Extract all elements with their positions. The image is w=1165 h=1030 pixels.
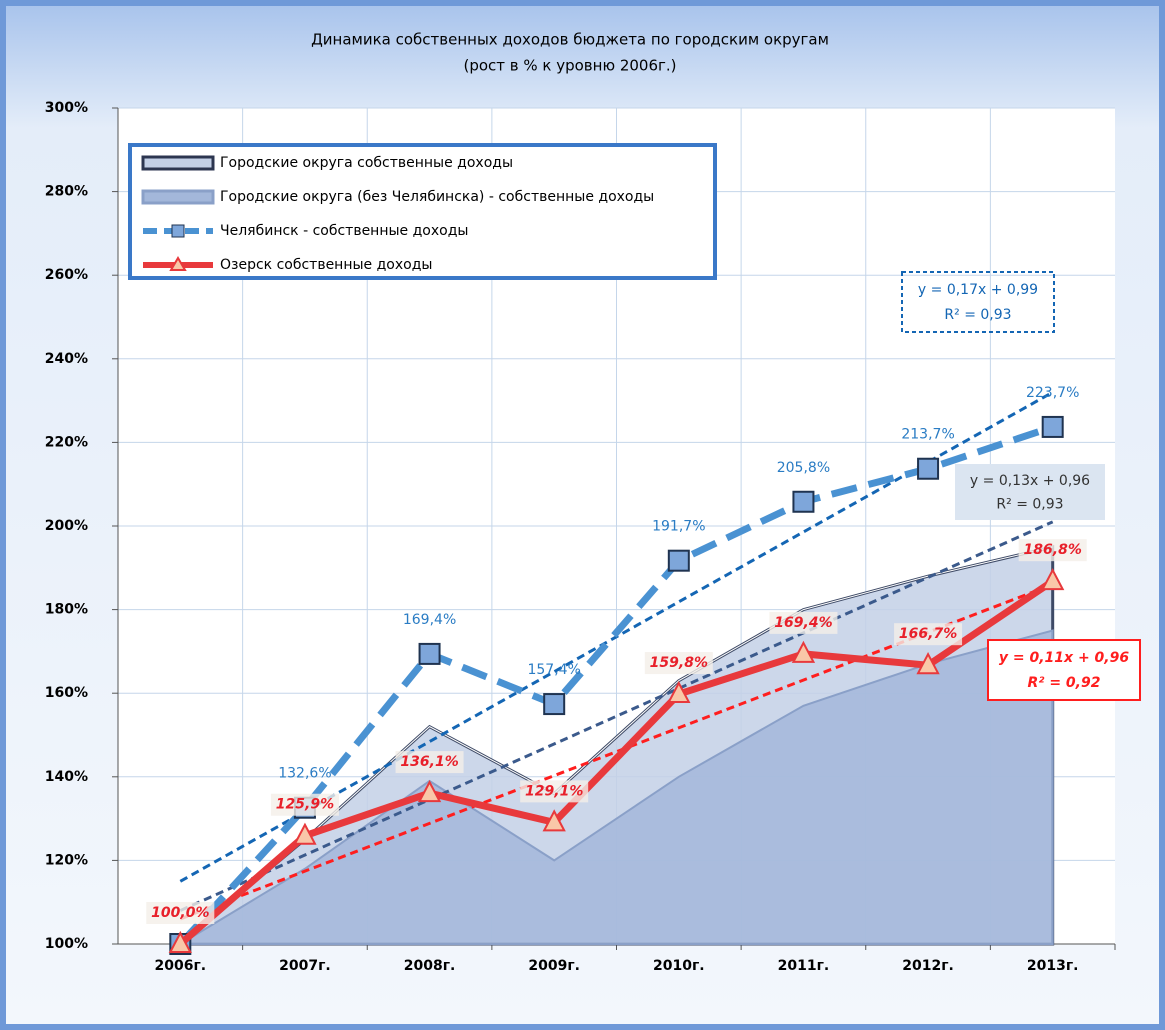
legend-swatch (141, 189, 215, 205)
data-label: 169,4% (403, 612, 456, 628)
x-tick-label: 2013г. (1027, 958, 1079, 974)
series-line (177, 423, 1054, 947)
legend-box (128, 143, 717, 280)
chart-subtitle: (рост в % к уровню 2006г.) (463, 57, 676, 75)
marker-triangle (1041, 568, 1065, 591)
data-label-bg (644, 652, 713, 675)
x-tick-label: 2007г. (279, 958, 331, 974)
y-tick-label: 160% (45, 685, 88, 701)
x-tick-label: 2012г. (902, 958, 954, 974)
data-label-bg (270, 793, 339, 816)
trend-equation: y = 0,13x + 0,96 (970, 473, 1090, 489)
data-label: 100,0% (151, 905, 209, 921)
legend-label: Озерск собственные доходы (220, 257, 432, 273)
y-tick-label: 140% (45, 769, 88, 785)
y-tick-label: 220% (45, 434, 88, 450)
x-tick-label: 2011г. (778, 958, 830, 974)
y-tick-label: 120% (45, 852, 88, 868)
y-tick-label: 300% (45, 100, 88, 116)
data-label-bg (520, 780, 589, 803)
trend-r2: R² = 0,93 (944, 307, 1011, 323)
marker-square (1041, 415, 1064, 438)
data-label: 205,8% (777, 460, 830, 476)
data-label: 191,7% (652, 519, 705, 535)
y-tick-label: 180% (45, 602, 88, 618)
marker-square (917, 457, 940, 480)
trendline (179, 520, 1054, 912)
data-label: 136,1% (400, 754, 458, 770)
equation-box (955, 464, 1105, 520)
y-tick-label: 100% (45, 936, 88, 952)
marker-square (667, 549, 690, 572)
data-label: 166,7% (899, 626, 957, 642)
data-label: 125,9% (276, 797, 334, 813)
marker-triangle (667, 680, 691, 704)
x-tick-label: 2006г. (155, 958, 207, 974)
marker-square (543, 693, 566, 716)
y-tick-label: 240% (45, 351, 88, 367)
legend-marker (169, 256, 187, 271)
chart-title: Динамика собственных доходов бюджета по … (311, 31, 829, 49)
x-tick-label: 2010г. (653, 958, 705, 974)
x-tick-label: 2008г. (404, 958, 456, 974)
data-label: 213,7% (901, 427, 954, 443)
data-label: 186,8% (1024, 542, 1082, 558)
marker-triangle (417, 779, 442, 803)
marker-triangle (916, 652, 940, 675)
marker-square (792, 490, 815, 513)
marker-triangle (542, 809, 566, 832)
trend-equation: y = 0,11x + 0,96 (999, 650, 1129, 666)
legend-label: Челябинск - собственные доходы (220, 223, 468, 239)
marker-square (418, 642, 441, 665)
trend-equation: y = 0,17x + 0,99 (918, 282, 1038, 298)
trend-r2: R² = 0,93 (996, 496, 1063, 512)
y-tick-label: 200% (45, 518, 88, 534)
equation-box (901, 271, 1055, 333)
legend-swatch (141, 155, 215, 171)
marker-triangle (293, 822, 317, 845)
marker-triangle (791, 640, 816, 663)
area-edge-highlight (179, 546, 1053, 945)
data-label-bg (769, 611, 838, 634)
y-tick-label: 260% (45, 267, 88, 283)
data-label: 169,4% (774, 615, 832, 631)
equation-box (987, 639, 1141, 701)
data-label: 159,8% (650, 655, 708, 671)
data-label: 129,1% (525, 783, 583, 799)
legend-label: Городские округа (без Челябинска) - собс… (220, 189, 654, 205)
series-line (178, 578, 1055, 947)
area (176, 629, 1054, 945)
x-tick-label: 2009г. (528, 958, 580, 974)
data-label: 157,4% (527, 662, 580, 678)
legend-label: Городские округа собственные доходы (220, 155, 513, 171)
y-tick-label: 280% (45, 184, 88, 200)
data-label-bg (395, 751, 464, 774)
data-label: 223,7% (1026, 385, 1079, 401)
trend-r2: R² = 0,92 (1028, 675, 1101, 691)
data-label-bg (146, 902, 215, 924)
data-label-bg (1018, 539, 1087, 562)
data-label: 132,6% (278, 766, 331, 782)
legend-marker (171, 224, 185, 238)
data-label-bg (894, 623, 963, 646)
marker-triangle (168, 930, 192, 953)
